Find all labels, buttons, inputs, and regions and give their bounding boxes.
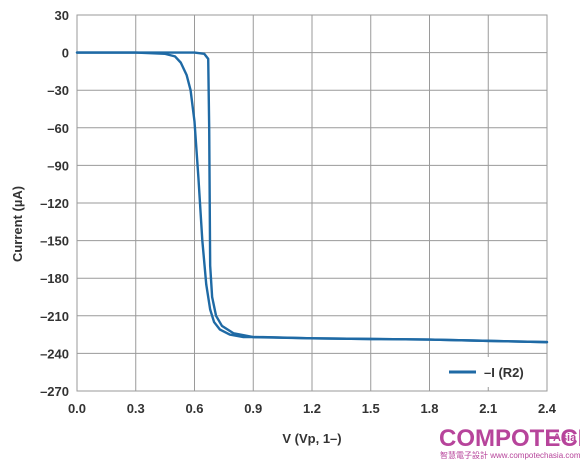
- x-tick-label: 0.3: [127, 401, 145, 416]
- y-tick-label: –150: [40, 234, 69, 249]
- x-tick-label: 0.0: [68, 401, 86, 416]
- y-tick-label: –180: [40, 271, 69, 286]
- y-tick-label: 30: [55, 8, 69, 23]
- legend-label: –I (R2): [484, 365, 524, 380]
- y-tick-label: –30: [47, 83, 69, 98]
- x-tick-label: 1.8: [420, 401, 438, 416]
- plot-border: [76, 14, 548, 392]
- legend: –I (R2): [440, 357, 544, 387]
- series-layer: [75, 51, 549, 344]
- x-tick-label: 2.1: [479, 401, 497, 416]
- watermark-region: Asia: [553, 432, 577, 444]
- y-tick-label: –210: [40, 309, 69, 324]
- x-tick-label: 0.9: [244, 401, 262, 416]
- y-tick-label: –60: [47, 121, 69, 136]
- watermark-brand: COMPOTECH: [439, 425, 580, 452]
- y-tick-label: –240: [40, 346, 69, 361]
- y-tick-label: –120: [40, 196, 69, 211]
- x-axis-label: V (Vp, 1–): [282, 431, 341, 446]
- x-tick-label: 2.4: [538, 401, 557, 416]
- grid-lines: [76, 14, 548, 392]
- watermark-tagline: 智慧電子設計 www.compotechasia.com: [440, 450, 580, 460]
- x-tick-label: 1.5: [362, 401, 380, 416]
- y-tick-label: 0: [62, 46, 69, 61]
- series-line: [75, 51, 549, 344]
- watermark: COMPOTECH Asia 智慧電子設計 www.compotechasia.…: [439, 425, 580, 460]
- y-tick-labels: 30 0 –30 –60 –90 –120 –150 –180 –210 –240 –270: [40, 8, 69, 399]
- x-tick-labels: 0.0 0.3 0.6 0.9 1.2 1.5 1.8 2.1 2.4: [68, 401, 557, 416]
- x-tick-label: 0.6: [185, 401, 203, 416]
- y-axis-label: Current (µA): [10, 186, 25, 262]
- y-tick-label: –270: [40, 384, 69, 399]
- x-tick-label: 1.2: [303, 401, 321, 416]
- y-tick-label: –90: [47, 158, 69, 173]
